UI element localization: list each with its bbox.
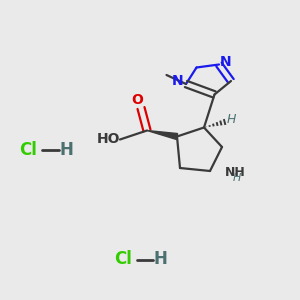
Text: Cl: Cl	[114, 250, 132, 268]
Text: N: N	[172, 74, 183, 88]
Text: H: H	[154, 250, 167, 268]
Text: N: N	[220, 55, 231, 69]
Text: H: H	[226, 112, 236, 126]
Text: O: O	[131, 93, 143, 106]
Polygon shape	[147, 130, 178, 140]
Text: H: H	[233, 172, 241, 183]
Text: NH: NH	[224, 166, 245, 179]
Text: H: H	[59, 141, 73, 159]
Text: HO: HO	[97, 132, 120, 145]
Text: Cl: Cl	[20, 141, 38, 159]
